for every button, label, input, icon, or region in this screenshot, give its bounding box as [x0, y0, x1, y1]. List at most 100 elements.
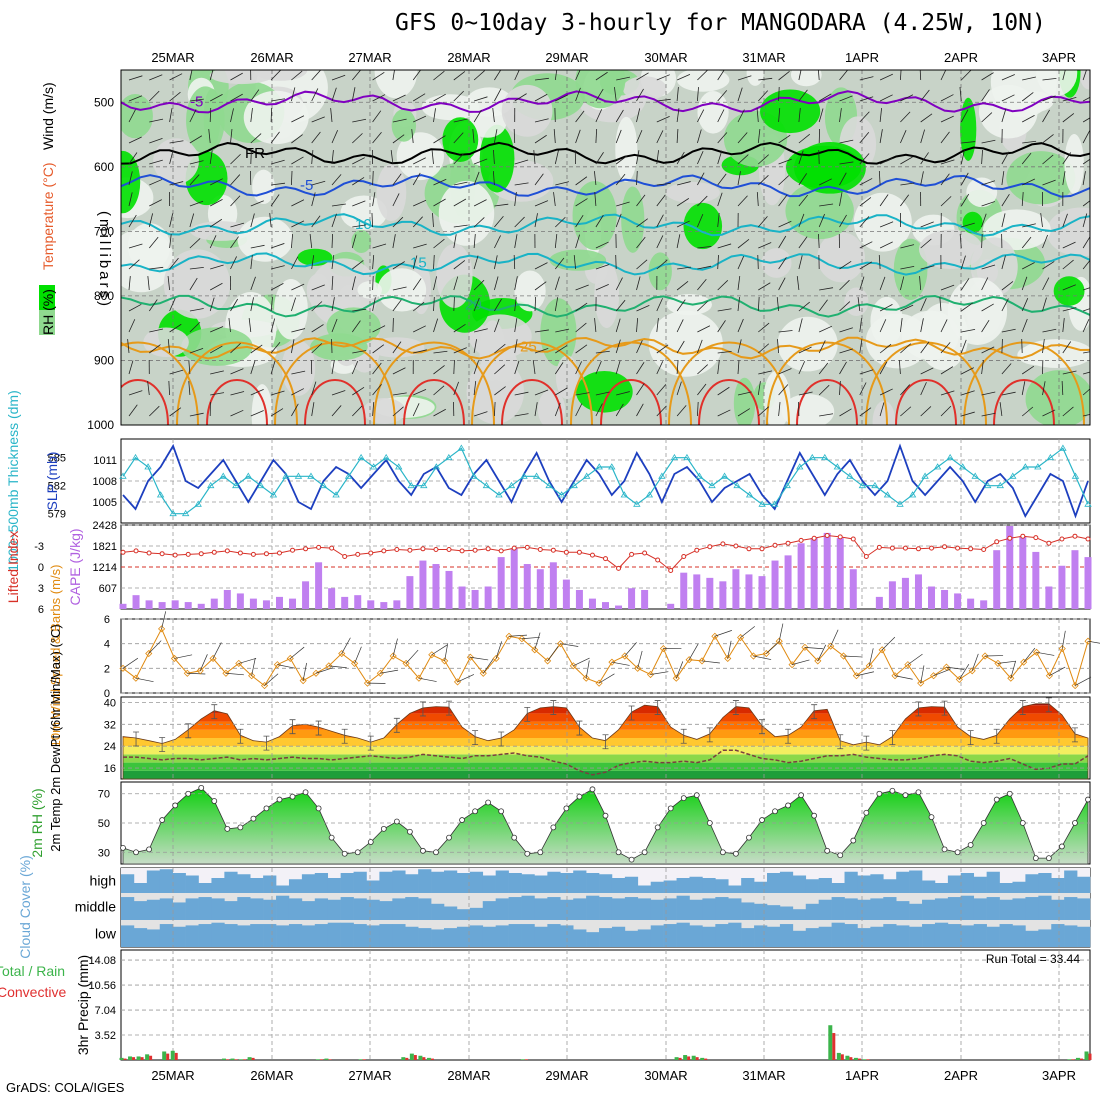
wind-barb — [697, 213, 704, 228]
wind-barb — [473, 411, 488, 417]
cloud-bar — [1025, 897, 1039, 920]
wind-barb — [595, 264, 610, 270]
precip-convective-bar — [132, 1057, 136, 1060]
cloud-bar — [779, 924, 794, 947]
wind-barb — [351, 360, 359, 375]
cloud-bar — [431, 903, 445, 920]
wind-barb — [717, 192, 723, 207]
rh-point — [967, 842, 974, 848]
wind-barb — [839, 408, 852, 417]
wind-barb — [839, 301, 851, 312]
cloud-bar — [353, 924, 367, 947]
wind-barb — [311, 324, 324, 333]
cloud-bar — [1025, 930, 1039, 947]
cloud-bar — [133, 928, 148, 947]
wind-barb — [473, 199, 487, 207]
wind-barb — [169, 213, 174, 228]
cloud-bar — [405, 874, 419, 893]
cloud-bar — [870, 898, 884, 920]
wind-barb — [737, 195, 748, 207]
cloud-bar — [418, 869, 432, 893]
wind-barb — [1082, 200, 1090, 207]
wind-barb — [189, 267, 204, 270]
precip-convective-bar — [166, 1053, 170, 1060]
thickness-tick-label: 579 — [48, 509, 66, 521]
wind-barb — [291, 199, 305, 207]
wind-barb — [697, 401, 699, 417]
cloud-bar — [547, 871, 561, 893]
wind-speed-point — [1020, 658, 1028, 666]
wind-barb — [573, 657, 590, 667]
precip-total-bar — [136, 1056, 141, 1060]
wind-barb — [1042, 95, 1056, 102]
cape-bar — [914, 574, 922, 609]
precip-legend-label: Total / Rain — [0, 963, 65, 979]
wind-barb — [473, 171, 480, 186]
wind-barb — [615, 155, 628, 165]
wind-barb — [238, 658, 257, 664]
wind-barb — [230, 72, 243, 81]
wind-barb — [1042, 339, 1045, 354]
cloud-bar — [870, 874, 884, 893]
cloud-bar — [728, 885, 742, 893]
thickness-point — [344, 472, 353, 479]
wind-barb — [169, 257, 179, 270]
wind-barb — [575, 129, 581, 144]
rh-point — [211, 798, 218, 804]
wind-barb — [839, 260, 852, 270]
precip-total-bar — [170, 1050, 175, 1060]
wind-barb — [514, 216, 525, 228]
precip-convective-bar — [524, 1059, 528, 1060]
cloud-bar — [999, 924, 1013, 947]
wind-barb — [380, 669, 399, 674]
cloud-bar — [263, 924, 277, 947]
wind-barb — [575, 284, 589, 291]
cloud-bar — [831, 897, 845, 920]
wind-speed-point — [1007, 674, 1015, 682]
minmax-errorbar — [472, 730, 479, 746]
wind-barb — [868, 648, 874, 666]
wind-barb — [859, 369, 874, 375]
rh-point — [563, 805, 570, 812]
wind-barb — [757, 297, 760, 312]
cloud-bar — [560, 899, 574, 920]
wind-barb — [270, 318, 276, 333]
wind-barb — [433, 254, 435, 270]
wind-barb — [148, 213, 154, 228]
wind-speed-point — [749, 652, 758, 660]
wind-barb — [819, 287, 834, 291]
wind-barb — [433, 238, 445, 249]
wind-barb — [697, 70, 708, 81]
wind-barb — [981, 213, 987, 228]
cape-bar — [471, 589, 479, 609]
wind-barb — [354, 646, 362, 664]
wind-barb — [270, 360, 276, 375]
rh-contour-blob — [391, 109, 417, 142]
wind-barb — [270, 297, 273, 312]
wind-barb — [554, 70, 558, 81]
cloud-bar — [586, 873, 600, 893]
cloud-bar — [973, 898, 987, 920]
wind-barb — [960, 339, 967, 354]
thickness-point — [269, 491, 278, 498]
wind-barb — [189, 109, 197, 123]
wind-barb — [697, 129, 702, 144]
wind-barb — [616, 201, 630, 207]
top-date-label: 26MAR — [250, 50, 293, 65]
wind-barb — [859, 318, 863, 333]
wind-speed-point — [865, 662, 873, 670]
wind-barb — [128, 303, 142, 312]
thickness-point — [1046, 453, 1055, 461]
lifted-index-point — [589, 552, 595, 558]
cape-bar — [901, 577, 909, 609]
wind-barb — [250, 108, 253, 123]
wind-barb — [1001, 255, 1006, 270]
wind-barb — [147, 276, 150, 291]
wind-barb — [981, 303, 994, 312]
run-total-label: Run Total = 33.44 — [986, 952, 1081, 966]
thickness-point — [545, 481, 553, 489]
minmax-errorbar — [915, 701, 922, 717]
cape-bar — [849, 569, 857, 609]
wind-barb — [372, 344, 385, 354]
wind-barb — [717, 386, 730, 396]
